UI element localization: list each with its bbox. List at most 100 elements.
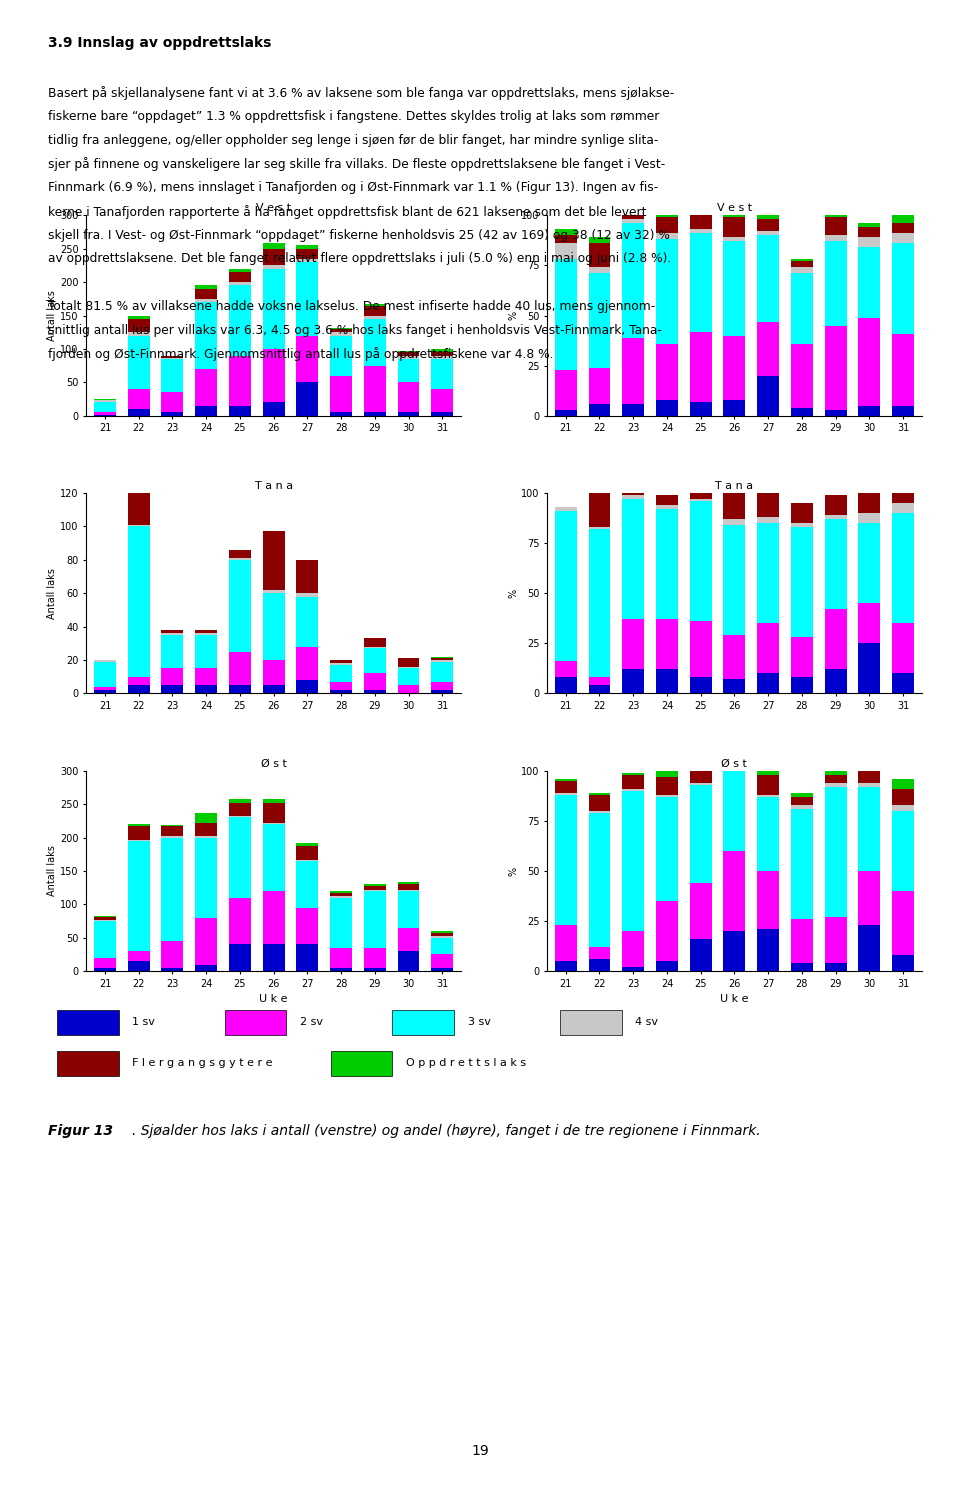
Bar — [724, 399, 745, 416]
Bar — [330, 1051, 393, 1075]
Bar — [228, 944, 251, 971]
Bar — [431, 933, 453, 937]
Bar — [297, 944, 319, 971]
Y-axis label: Antall laks: Antall laks — [47, 567, 58, 619]
Bar — [364, 365, 386, 413]
Bar — [588, 527, 611, 529]
Bar — [397, 352, 420, 355]
Bar — [161, 941, 183, 968]
Bar — [555, 781, 577, 793]
Text: Totalt 81.5 % av villaksene hadde voksne lakselus. De mest infiserte hadde 40 lu: Totalt 81.5 % av villaksene hadde voksne… — [48, 300, 656, 313]
Bar — [431, 691, 453, 693]
Title: V e s t: V e s t — [256, 203, 291, 214]
Bar — [364, 649, 386, 674]
Bar — [397, 928, 420, 952]
Text: Finnmark (6.9 %), mens innslaget i Tanafjorden og i Øst-Finnmark var 1.1 % (Figu: Finnmark (6.9 %), mens innslaget i Tanaf… — [48, 181, 659, 195]
Bar — [297, 647, 319, 680]
Bar — [330, 664, 352, 665]
Bar — [656, 233, 678, 239]
Bar — [622, 790, 644, 931]
Bar — [892, 405, 914, 416]
Text: fjorden og Øst-Finnmark. Gjennomsnittlig antall lus på oppdrettsfiskene var 4.8 : fjorden og Øst-Finnmark. Gjennomsnittlig… — [48, 347, 554, 361]
Bar — [588, 529, 611, 677]
Bar — [263, 402, 284, 416]
Bar — [858, 771, 880, 783]
Bar — [622, 489, 644, 495]
Bar — [555, 511, 577, 661]
Y-axis label: Antall laks: Antall laks — [47, 845, 58, 897]
Text: 3.9 Innslag av oppdrettslaks: 3.9 Innslag av oppdrettslaks — [48, 36, 272, 49]
Bar — [656, 619, 678, 670]
Bar — [656, 794, 678, 797]
Bar — [689, 211, 711, 215]
Bar — [757, 457, 780, 517]
Text: fiskerne bare “oppdaget” 1.3 % oppdrettsfisk i fangstene. Dettes skyldes trolig : fiskerne bare “oppdaget” 1.3 % oppdretts… — [48, 110, 660, 123]
Bar — [588, 793, 611, 794]
Bar — [555, 677, 577, 693]
Bar — [263, 266, 284, 269]
Text: snittlig antall lus per villaks var 6.3, 4.5 og 3.6 % hos laks fanget i henholds: snittlig antall lus per villaks var 6.3,… — [48, 324, 661, 337]
Bar — [397, 668, 420, 685]
Bar — [588, 811, 611, 812]
Bar — [431, 662, 453, 682]
Bar — [622, 404, 644, 416]
Bar — [656, 670, 678, 693]
Bar — [228, 285, 251, 355]
Bar — [195, 634, 217, 636]
Bar — [791, 677, 813, 693]
Bar — [94, 918, 116, 921]
Bar — [689, 763, 711, 766]
Bar — [892, 891, 914, 955]
Bar — [263, 799, 284, 803]
Bar — [128, 527, 150, 677]
Bar — [364, 315, 386, 319]
Bar — [94, 688, 116, 691]
Bar — [622, 495, 644, 499]
Title: Ø s t: Ø s t — [722, 759, 747, 769]
Bar — [195, 301, 217, 368]
Bar — [757, 322, 780, 376]
Bar — [757, 517, 780, 523]
Bar — [397, 882, 420, 884]
Bar — [195, 288, 217, 298]
Bar — [588, 238, 611, 244]
Bar — [364, 968, 386, 971]
Bar — [791, 637, 813, 677]
Bar — [622, 670, 644, 693]
Bar — [825, 515, 847, 520]
Bar — [431, 682, 453, 691]
Bar — [128, 826, 150, 839]
Bar — [195, 965, 217, 971]
Bar — [397, 952, 420, 971]
Bar — [128, 492, 150, 524]
Bar — [297, 594, 319, 597]
Bar — [330, 333, 352, 336]
Text: Figur 13: Figur 13 — [48, 1124, 113, 1138]
Y-axis label: %: % — [509, 310, 518, 321]
Bar — [161, 668, 183, 685]
Bar — [128, 524, 150, 527]
Bar — [263, 248, 284, 266]
Bar — [656, 509, 678, 619]
Bar — [228, 558, 251, 560]
Bar — [689, 229, 711, 233]
Bar — [622, 215, 644, 220]
Bar — [892, 805, 914, 811]
Bar — [555, 229, 577, 235]
Bar — [330, 691, 352, 693]
Text: O p p d r e t t s l a k s: O p p d r e t t s l a k s — [406, 1059, 526, 1068]
Bar — [892, 492, 914, 493]
Bar — [892, 223, 914, 233]
Bar — [724, 217, 745, 238]
Bar — [724, 851, 745, 931]
Bar — [689, 499, 711, 500]
Bar — [791, 919, 813, 964]
Bar — [555, 410, 577, 416]
Bar — [128, 841, 150, 952]
Bar — [161, 634, 183, 636]
Bar — [228, 560, 251, 652]
Bar — [724, 211, 745, 217]
Bar — [791, 260, 813, 261]
Bar — [364, 947, 386, 968]
Bar — [263, 244, 284, 248]
